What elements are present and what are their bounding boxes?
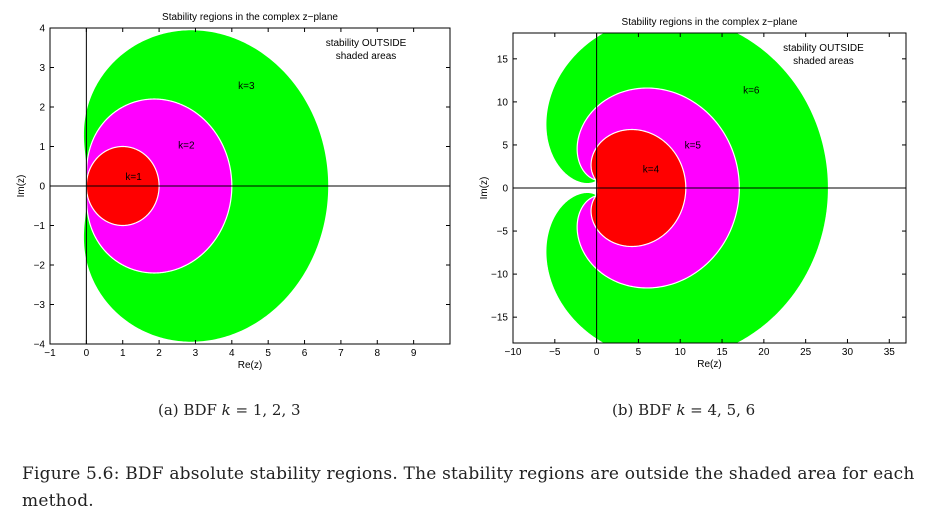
- series-label-k-4: k=4: [643, 165, 660, 176]
- x-tick-label: 5: [265, 348, 271, 359]
- x-tick-label: 2: [156, 348, 162, 359]
- plot-area: [50, 28, 450, 344]
- subcaption-a: (a) BDF k = 1, 2, 3: [158, 401, 301, 419]
- x-axis-label: Re(z): [238, 360, 262, 371]
- y-tick-label: 2: [39, 103, 45, 114]
- y-tick-label: 15: [497, 54, 509, 65]
- subcaption-b-var: k: [676, 401, 686, 419]
- x-tick-label: 10: [675, 347, 687, 358]
- y-axis-label: Im(z): [16, 175, 27, 198]
- x-tick-label: 35: [884, 347, 896, 358]
- subcaption-a-prefix: (a) BDF: [158, 401, 222, 419]
- x-tick-label: 9: [411, 348, 417, 359]
- y-tick-label: −15: [491, 313, 508, 324]
- subcaption-b-suffix: = 4, 5, 6: [685, 401, 756, 419]
- x-tick-label: −1: [44, 348, 56, 359]
- x-tick-label: 15: [716, 347, 728, 358]
- x-tick-label: 7: [338, 348, 344, 359]
- x-tick-label: 25: [800, 347, 812, 358]
- x-tick-label: 8: [374, 348, 380, 359]
- y-tick-label: −1: [34, 221, 46, 232]
- x-tick-label: 1: [120, 348, 126, 359]
- chart-b: −10 −5 0 5 10 15 20 25 30 35 −15 −10 −5 0 5 10 15 Stabili…: [479, 17, 907, 370]
- plot-area: [513, 33, 906, 343]
- y-tick-label: 5: [502, 140, 508, 151]
- subcaption-b-prefix: (b) BDF: [612, 401, 677, 419]
- y-tick-label: 0: [502, 184, 508, 195]
- y-tick-label: −2: [34, 261, 46, 272]
- x-tick-label: 0: [84, 348, 90, 359]
- annotation-line-1: stability OUTSIDE: [783, 43, 864, 54]
- x-tick-label: 20: [758, 347, 770, 358]
- y-tick-label: 1: [39, 142, 45, 153]
- x-axis-label: Re(z): [697, 359, 721, 370]
- x-tick-label: 6: [302, 348, 308, 359]
- y-tick-label: 10: [497, 97, 509, 108]
- figure-caption: Figure 5.6: BDF absolute stability regio…: [22, 464, 915, 511]
- subcaption-b: (b) BDF k = 4, 5, 6: [612, 401, 755, 419]
- y-tick-label: 0: [39, 182, 45, 193]
- x-tick-label: −10: [505, 347, 522, 358]
- x-tick-label: 3: [193, 348, 199, 359]
- y-tick-label: −4: [34, 340, 46, 351]
- series-label-k-3: k=3: [238, 81, 255, 92]
- chart-a: −1 0 1 2 3 4 5 6 7 8 9 −4 −3 −2 −1 0 1 2 3 4 Stability regio…: [16, 12, 451, 371]
- y-tick-label: −5: [497, 227, 509, 238]
- y-tick-label: −3: [34, 300, 46, 311]
- chart-title: Stability regions in the complex z−plane: [622, 17, 798, 28]
- subcaption-a-var: k: [221, 401, 231, 419]
- x-tick-label: 0: [594, 347, 600, 358]
- annotation-line-2: shaded areas: [336, 51, 397, 62]
- series-label-k-2: k=2: [178, 140, 195, 151]
- chart-title: Stability regions in the complex z−plane: [162, 12, 338, 23]
- series-label-k-5: k=5: [685, 140, 702, 151]
- x-tick-label: −5: [549, 347, 561, 358]
- series-label-k-6: k=6: [743, 85, 760, 96]
- annotation-line-1: stability OUTSIDE: [326, 38, 407, 49]
- x-tick-label: 30: [842, 347, 854, 358]
- annotation-line-2: shaded areas: [793, 56, 854, 67]
- y-tick-label: −10: [491, 270, 508, 281]
- x-tick-label: 5: [636, 347, 642, 358]
- y-axis-label: Im(z): [479, 177, 490, 200]
- x-tick-label: 4: [229, 348, 235, 359]
- subcaption-a-suffix: = 1, 2, 3: [230, 401, 301, 419]
- y-tick-label: 3: [39, 63, 45, 74]
- y-tick-label: 4: [39, 24, 45, 35]
- series-label-k-1: k=1: [125, 172, 142, 183]
